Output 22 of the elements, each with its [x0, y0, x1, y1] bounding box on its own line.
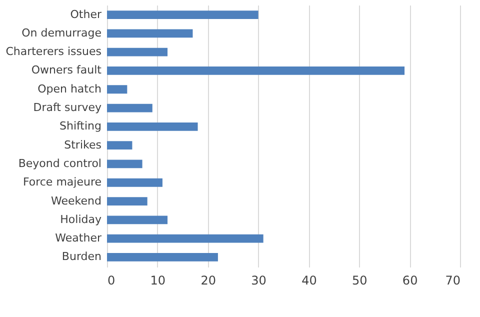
x-tick-label: 10: [150, 274, 166, 288]
x-tick-label: 60: [402, 274, 418, 288]
y-tick-label: Force majeure: [22, 176, 102, 189]
y-tick-label: Owners fault: [31, 64, 102, 77]
x-tick-label: 50: [352, 274, 368, 288]
y-tick-label: Open hatch: [38, 82, 102, 96]
y-tick-label: On demurrage: [22, 26, 102, 40]
y-tick-label: Weekend: [51, 194, 102, 208]
y-tick-label: Strikes: [64, 138, 102, 152]
y-tick-label: Beyond control: [18, 156, 102, 170]
x-tick-label: 20: [200, 274, 216, 288]
y-tick-label: Other: [70, 8, 102, 21]
x-tick-label: 70: [445, 274, 460, 288]
y-tick-label: Charterers issues: [6, 45, 102, 58]
y-tick-label: Weather: [55, 232, 102, 245]
y-tick-label: Shifting: [59, 120, 102, 133]
x-tick-label: 30: [251, 274, 266, 288]
y-tick-label: Draft survey: [33, 101, 102, 114]
x-tick-label: 40: [302, 274, 317, 288]
x-tick-label: 0: [108, 274, 116, 288]
y-tick-label: Burden: [62, 250, 102, 264]
y-tick-label: Holiday: [60, 212, 102, 226]
